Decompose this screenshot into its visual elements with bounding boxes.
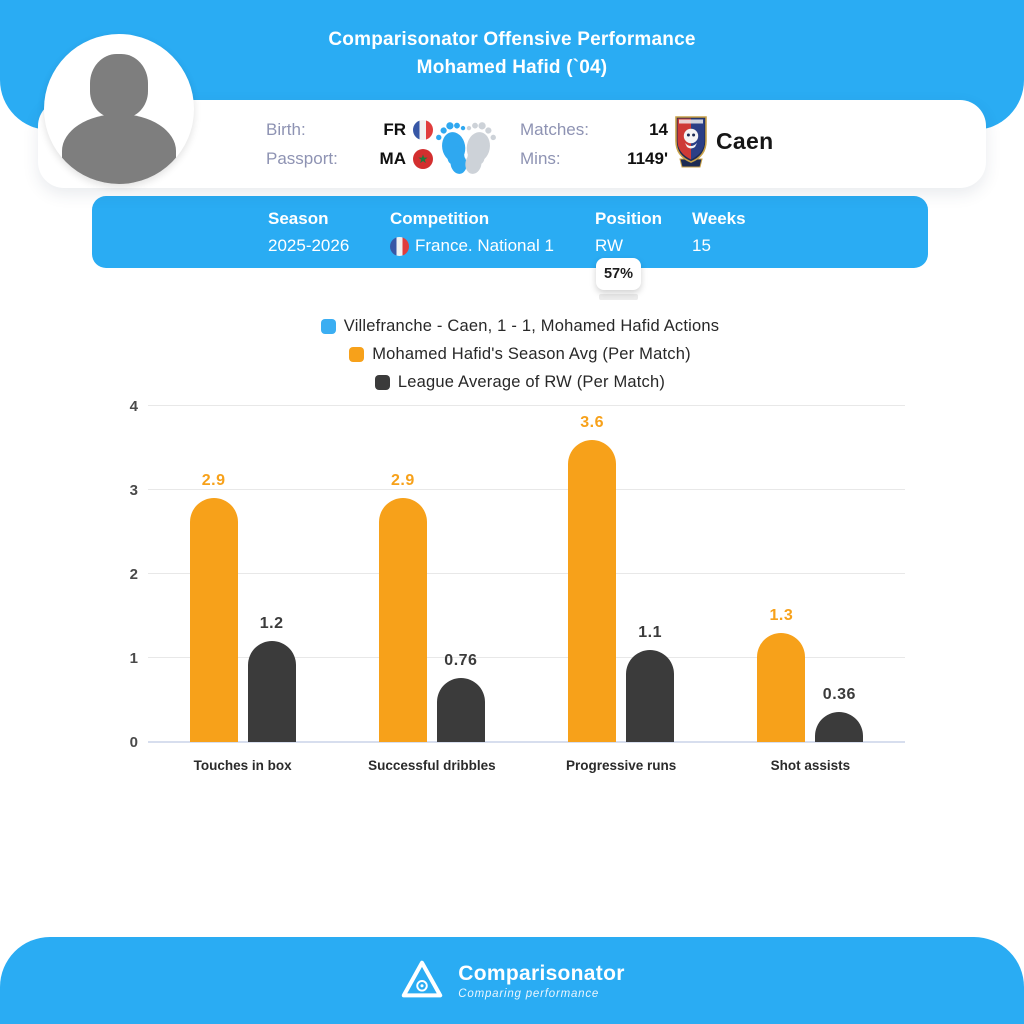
weeks-value: 15 [692, 236, 711, 255]
chart-legend: Villefranche - Caen, 1 - 1, Mohamed Hafi… [16, 312, 1024, 396]
footer-brand: Comparisonator [458, 961, 625, 985]
birth-label: Birth: [266, 119, 306, 139]
comparisonator-logo-icon [402, 960, 443, 997]
avatar-head-shape [90, 54, 148, 118]
gridline-y1 [148, 657, 905, 658]
bars-row: 2.9 1.2 2.9 0.76 3.6 1.1 1.3 0.36 [148, 406, 905, 742]
gridline-y4 [148, 405, 905, 406]
morocco-star-icon: ★ [417, 151, 429, 166]
competition-flag-icon [390, 236, 409, 256]
legend-swatch-icon [320, 318, 336, 334]
y-axis-tick-0: 0 [129, 734, 138, 751]
legend-item-0: Villefranche - Caen, 1 - 1, Mohamed Hafi… [16, 312, 1024, 340]
bar-value-label: 3.6 [580, 413, 604, 431]
matches-label: Matches: [520, 119, 589, 139]
position-header: Position [595, 209, 663, 228]
france-flag-icon [413, 119, 433, 140]
birth-row: Birth: FR [266, 115, 433, 144]
competition-column: Competition France. National 1 [390, 206, 554, 260]
bar-value-label: 0.76 [444, 652, 478, 670]
gridline-y3 [148, 489, 905, 490]
position-value: RW [595, 236, 624, 255]
competition-header: Competition [390, 209, 490, 228]
footprints-icon [436, 122, 496, 174]
season-column: Season 2025-2026 [268, 206, 349, 260]
bar: 3.6 [568, 414, 617, 742]
category-label-3: Shot assists [770, 758, 851, 773]
category-label-2: Progressive runs [565, 758, 677, 773]
passport-label: Passport: [266, 148, 338, 168]
title-line-2: Mohamed Hafid (`04) [416, 57, 608, 78]
bar-value-label: 1.3 [769, 606, 794, 624]
mins-row: Mins: 1149' [520, 144, 668, 173]
playtime-block: Matches: 14 Mins: 1149' [520, 115, 668, 173]
bar: 2.9 [189, 472, 238, 742]
season-meta-bar: Season 2025-2026 Competition France. Nat… [92, 196, 928, 268]
page-title: Comparisonator Offensive Performance Moh… [0, 26, 1024, 82]
percent-badge-strip [599, 294, 638, 300]
passport-row: Passport: MA ★ [266, 144, 433, 173]
bar-group-2: 3.6 1.1 [527, 406, 716, 742]
competition-value: France. National 1 [390, 232, 554, 260]
matches-value: 14 [649, 119, 668, 139]
bar-value-label: 2.9 [391, 472, 415, 490]
birth-value: FR [383, 119, 406, 139]
bar: 1.1 [626, 624, 675, 742]
legend-swatch-icon [374, 374, 390, 390]
nationality-block: Birth: FR Passport: MA ★ [266, 115, 433, 173]
position-percent-badge: 57% [596, 258, 641, 290]
weeks-header: Weeks [692, 209, 746, 228]
player-avatar [44, 34, 194, 184]
club-name: Caen [716, 128, 774, 154]
competition-text: France. National 1 [415, 236, 554, 255]
morocco-flag-icon: ★ [413, 148, 433, 169]
y-axis-tick-2: 2 [129, 566, 138, 583]
footer-tagline: Comparing performance [458, 987, 600, 1000]
bar-group-0: 2.9 1.2 [148, 406, 337, 742]
bar-value-label: 0.36 [822, 685, 856, 703]
bar: 1.3 [757, 607, 806, 742]
legend-label: Villefranche - Caen, 1 - 1, Mohamed Hafi… [343, 316, 720, 335]
title-line-1: Comparisonator Offensive Performance [328, 29, 696, 50]
player-info-card: Birth: FR Passport: MA ★ [38, 100, 986, 188]
gridline-y0 [148, 741, 905, 743]
bar-group-3: 1.3 0.36 [716, 406, 905, 742]
mins-label: Mins: [520, 148, 561, 168]
bar: 2.9 [378, 472, 427, 742]
y-axis-tick-4: 4 [129, 398, 138, 415]
y-axis-tick-1: 1 [129, 650, 138, 667]
caen-crest-icon [675, 116, 707, 168]
bar: 0.76 [436, 652, 485, 742]
bar-value-label: 1.1 [638, 623, 662, 641]
y-axis-tick-3: 3 [129, 482, 138, 499]
legend-label: Mohamed Hafid's Season Avg (Per Match) [372, 344, 691, 363]
mins-value: 1149' [627, 148, 668, 168]
gridline-y2 [148, 573, 905, 574]
passport-value: MA [379, 148, 406, 168]
bar: 1.2 [247, 615, 296, 742]
category-labels-row: Touches in box Successful dribbles Progres… [148, 758, 905, 773]
avatar-shoulders-shape [62, 114, 176, 184]
footer-text-block: Comparisonator Comparing performance [458, 962, 624, 1000]
position-column: Position RW [595, 206, 662, 260]
weeks-column: Weeks 15 [692, 206, 746, 260]
bar-value-label: 1.2 [259, 615, 284, 633]
matches-row: Matches: 14 [520, 115, 668, 144]
footer-band: Comparisonator Comparing performance [0, 937, 1024, 1024]
bar: 0.36 [815, 686, 864, 742]
legend-item-2: League Average of RW (Per Match) [16, 368, 1024, 396]
season-value: 2025-2026 [268, 236, 350, 255]
legend-swatch-icon [349, 346, 365, 362]
bar-group-1: 2.9 0.76 [337, 406, 526, 742]
bar-chart: 0 1 2 3 4 2.9 1.2 2.9 0.76 3.6 1.1 1.3 0.36 Touches i… [130, 398, 905, 773]
legend-label: League Average of RW (Per Match) [397, 372, 666, 391]
legend-item-1: Mohamed Hafid's Season Avg (Per Match) [16, 340, 1024, 368]
season-header: Season [268, 209, 329, 228]
bar-value-label: 2.9 [201, 472, 226, 490]
category-label-1: Successful dribbles [368, 758, 496, 773]
category-label-0: Touches in box [193, 758, 292, 773]
